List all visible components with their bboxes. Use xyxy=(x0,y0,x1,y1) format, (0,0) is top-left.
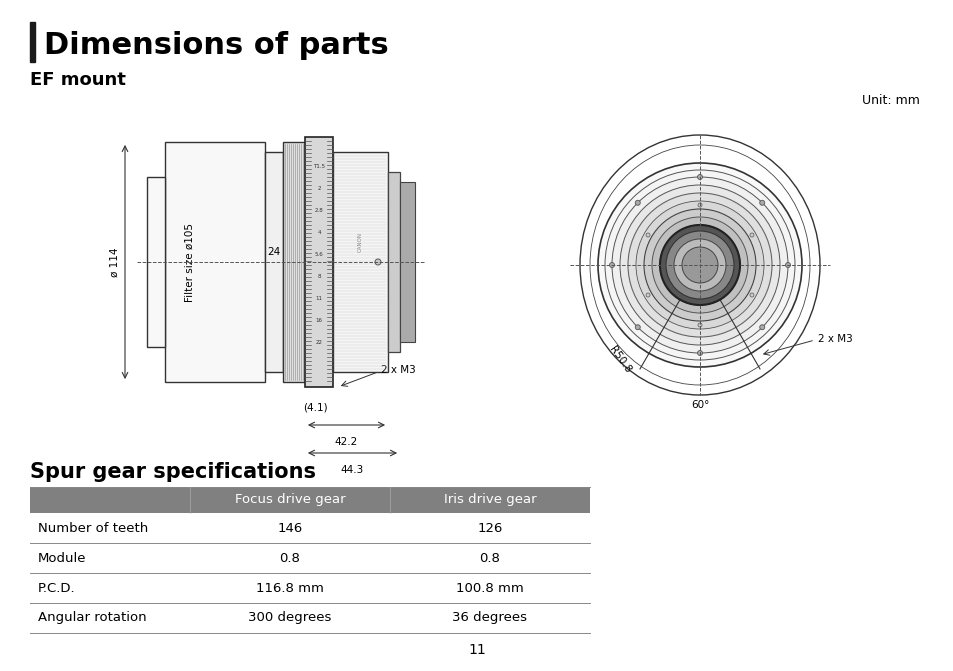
Circle shape xyxy=(604,170,794,360)
Text: Focus drive gear: Focus drive gear xyxy=(234,493,345,507)
Text: 300 degrees: 300 degrees xyxy=(248,611,332,625)
Bar xyxy=(147,177,165,347)
Circle shape xyxy=(698,323,701,327)
Circle shape xyxy=(636,201,763,329)
Circle shape xyxy=(759,325,764,329)
Text: Dimensions of parts: Dimensions of parts xyxy=(44,32,388,60)
Text: (4.1): (4.1) xyxy=(302,402,327,412)
Text: Module: Module xyxy=(38,552,87,564)
Circle shape xyxy=(375,259,380,265)
Text: 116.8 mm: 116.8 mm xyxy=(255,582,324,595)
Text: ø 114: ø 114 xyxy=(110,247,120,276)
Circle shape xyxy=(635,325,639,329)
Text: Unit: mm: Unit: mm xyxy=(862,93,919,107)
Bar xyxy=(399,182,415,342)
Circle shape xyxy=(659,225,740,305)
Text: 11: 11 xyxy=(468,643,485,657)
Text: Filter size ø105: Filter size ø105 xyxy=(185,223,194,301)
Text: 2 x M3: 2 x M3 xyxy=(380,365,416,375)
Bar xyxy=(30,573,589,603)
Text: Angular rotation: Angular rotation xyxy=(38,611,147,625)
Text: 2: 2 xyxy=(317,187,320,191)
Text: T1.5: T1.5 xyxy=(313,164,325,170)
Text: 2 x M3: 2 x M3 xyxy=(817,334,852,344)
Text: Number of teeth: Number of teeth xyxy=(38,521,148,535)
Bar xyxy=(265,152,283,372)
Text: 5.6: 5.6 xyxy=(314,252,323,258)
Bar xyxy=(283,142,305,382)
Circle shape xyxy=(698,203,701,207)
Bar xyxy=(30,487,589,513)
Text: EF mount: EF mount xyxy=(30,71,126,89)
Text: 16: 16 xyxy=(315,319,322,323)
Circle shape xyxy=(609,262,614,268)
Text: 8: 8 xyxy=(317,274,320,280)
Circle shape xyxy=(681,247,718,283)
Bar xyxy=(388,172,399,352)
Circle shape xyxy=(627,193,771,337)
Circle shape xyxy=(749,293,753,297)
Circle shape xyxy=(749,233,753,237)
Circle shape xyxy=(619,185,780,345)
Circle shape xyxy=(665,231,733,299)
Circle shape xyxy=(635,200,639,205)
Circle shape xyxy=(697,350,701,356)
Circle shape xyxy=(651,217,747,313)
Circle shape xyxy=(697,174,701,180)
Text: P.C.D.: P.C.D. xyxy=(38,582,75,595)
Bar xyxy=(305,137,333,387)
Text: 60°: 60° xyxy=(690,400,708,410)
Text: 4: 4 xyxy=(317,231,320,236)
Text: 36 degrees: 36 degrees xyxy=(452,611,527,625)
Bar xyxy=(30,543,589,573)
Text: 2.8: 2.8 xyxy=(314,209,323,213)
Circle shape xyxy=(659,225,740,305)
Bar xyxy=(30,603,589,633)
Circle shape xyxy=(612,177,787,353)
Bar xyxy=(333,152,388,372)
Circle shape xyxy=(759,200,764,205)
Circle shape xyxy=(784,262,790,268)
Text: 100.8 mm: 100.8 mm xyxy=(456,582,523,595)
Circle shape xyxy=(643,209,755,321)
Text: 24: 24 xyxy=(267,247,280,257)
Text: 44.3: 44.3 xyxy=(340,465,364,475)
Text: Iris drive gear: Iris drive gear xyxy=(443,493,536,507)
Circle shape xyxy=(676,241,723,289)
Text: 146: 146 xyxy=(277,521,302,535)
Circle shape xyxy=(667,233,731,297)
Circle shape xyxy=(645,293,649,297)
Text: 30°: 30° xyxy=(720,338,739,348)
Bar xyxy=(30,513,589,543)
Text: 22: 22 xyxy=(315,340,322,346)
Text: R50.8: R50.8 xyxy=(607,345,632,375)
Text: 42.2: 42.2 xyxy=(335,437,357,447)
Bar xyxy=(30,22,35,62)
Circle shape xyxy=(673,239,725,291)
Text: 126: 126 xyxy=(476,521,502,535)
Text: CANON: CANON xyxy=(357,232,363,252)
Text: 0.8: 0.8 xyxy=(279,552,300,564)
Circle shape xyxy=(683,249,716,281)
Bar xyxy=(165,142,265,382)
Text: Spur gear specifications: Spur gear specifications xyxy=(30,462,315,482)
Circle shape xyxy=(645,233,649,237)
Text: 0.8: 0.8 xyxy=(479,552,500,564)
Text: 11: 11 xyxy=(315,297,322,301)
Circle shape xyxy=(598,163,801,367)
